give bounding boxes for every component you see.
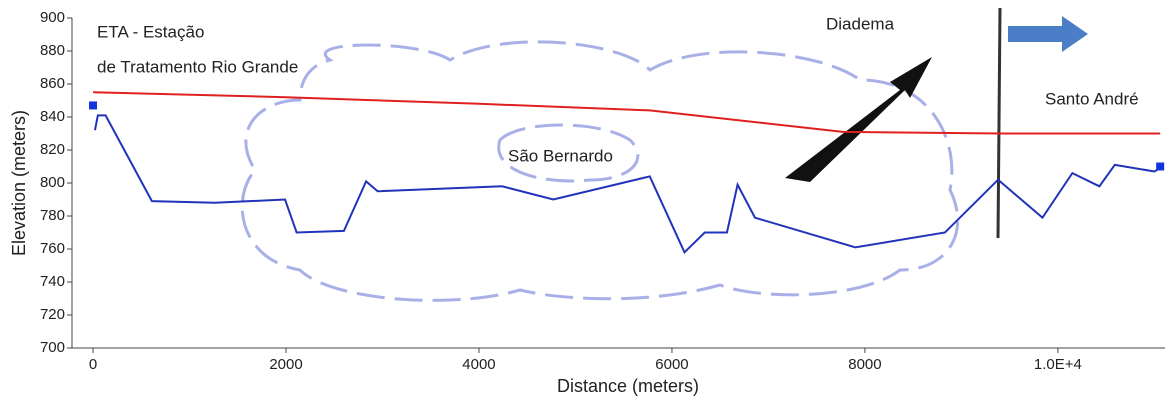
x-tick-label: 2000 bbox=[269, 356, 302, 373]
annotation: Diadema bbox=[826, 14, 895, 33]
x-tick-label: 8000 bbox=[848, 356, 881, 373]
y-tick-label: 860 bbox=[40, 75, 65, 92]
endpoint-marker bbox=[89, 101, 98, 110]
x-tick-label: 0 bbox=[89, 356, 97, 373]
endpoint-marker bbox=[1156, 162, 1165, 171]
annotation: Santo André bbox=[1045, 89, 1139, 108]
x-tick-label: 6000 bbox=[655, 356, 688, 373]
annotation: São Bernardo bbox=[508, 146, 613, 165]
black-arrow bbox=[785, 57, 932, 182]
y-axis-title: Elevation (meters) bbox=[9, 110, 29, 256]
divider-line bbox=[996, 7, 1002, 239]
y-tick-label: 820 bbox=[40, 141, 65, 158]
y-tick-label: 900 bbox=[40, 9, 65, 26]
series-line bbox=[93, 114, 1161, 255]
blue-arrow bbox=[1008, 16, 1088, 52]
cloud-inner bbox=[497, 123, 640, 183]
x-axis-title: Distance (meters) bbox=[557, 376, 699, 396]
x-tick-label: 1.0E+4 bbox=[1034, 356, 1082, 373]
y-tick-label: 780 bbox=[40, 207, 65, 224]
series-line bbox=[93, 91, 1161, 135]
cloud bbox=[240, 40, 960, 302]
y-tick-label: 700 bbox=[40, 339, 65, 356]
annotation: ETA - Estação bbox=[97, 22, 204, 41]
y-tick-label: 840 bbox=[40, 108, 65, 125]
y-tick-label: 720 bbox=[40, 306, 65, 323]
annotation: de Tratamento Rio Grande bbox=[97, 57, 298, 76]
y-tick-label: 760 bbox=[40, 240, 65, 257]
y-tick-label: 800 bbox=[40, 174, 65, 191]
sketch-cloud bbox=[240, 40, 960, 302]
y-tick-label: 880 bbox=[40, 42, 65, 59]
x-tick-label: 4000 bbox=[462, 356, 495, 373]
y-tick-label: 740 bbox=[40, 273, 65, 290]
